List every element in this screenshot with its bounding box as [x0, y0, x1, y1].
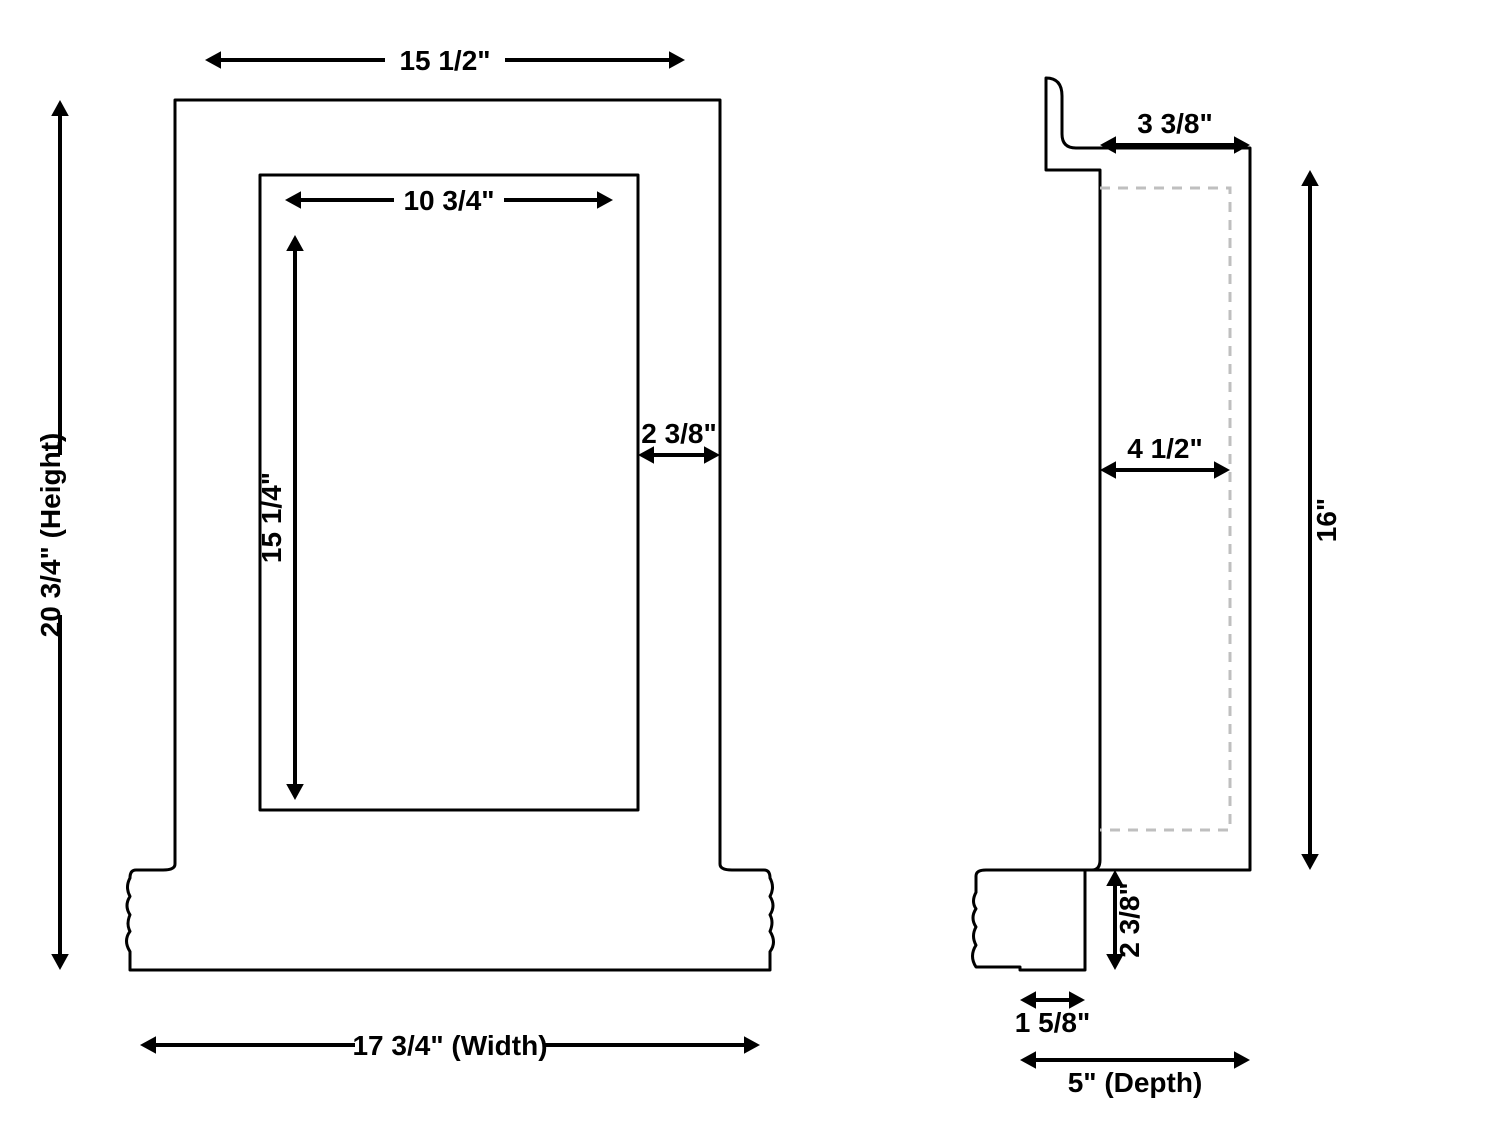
dim-s-cavity: 4 1/2" [1100, 433, 1230, 479]
side-view [973, 78, 1251, 970]
front-view [127, 100, 774, 970]
svg-text:10 3/4": 10 3/4" [403, 185, 494, 216]
svg-text:15 1/2": 15 1/2" [399, 45, 490, 76]
dim-s-base-h: 2 3/8" [1106, 870, 1145, 970]
svg-text:15 1/4": 15 1/4" [256, 472, 287, 563]
dim-inner-h: 15 1/4" [256, 235, 304, 800]
svg-text:16": 16" [1311, 498, 1342, 542]
dimensions: 20 3/4" (Height) 15 1/2" 10 3/4" 15 1/4" 2 3… [35, 45, 1342, 1098]
dim-s-base-w: 1 5/8" [1015, 991, 1091, 1038]
svg-text:1 5/8": 1 5/8" [1015, 1007, 1091, 1038]
dimension-drawing: 20 3/4" (Height) 15 1/2" 10 3/4" 15 1/4" 2 3… [0, 0, 1500, 1128]
dim-wall-t: 2 3/8" [638, 418, 720, 464]
svg-text:4 1/2": 4 1/2" [1127, 433, 1203, 464]
svg-text:2 3/8": 2 3/8" [1114, 882, 1145, 958]
svg-text:17 3/4" (Width): 17 3/4" (Width) [352, 1030, 547, 1061]
svg-text:3 3/8": 3 3/8" [1137, 108, 1213, 139]
dim-height: 20 3/4" (Height) [35, 100, 69, 970]
dim-top-inner: 10 3/4" [285, 185, 613, 216]
dim-depth: 5" (Depth) [1020, 1051, 1250, 1098]
dim-width: 17 3/4" (Width) [140, 1030, 760, 1061]
dim-top-outer: 15 1/2" [205, 45, 685, 76]
dim-s-top: 3 3/8" [1100, 108, 1250, 154]
svg-text:5" (Depth): 5" (Depth) [1068, 1067, 1203, 1098]
dim-s-right: 16" [1301, 170, 1342, 870]
svg-text:20 3/4" (Height): 20 3/4" (Height) [35, 433, 66, 638]
svg-text:2 3/8": 2 3/8" [641, 418, 717, 449]
